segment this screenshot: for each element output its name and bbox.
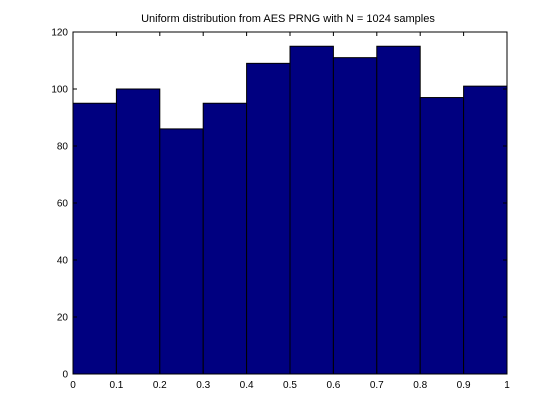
y-tick-label: 60 bbox=[57, 199, 69, 210]
x-tick-label: 1 bbox=[504, 380, 510, 391]
histogram-bar bbox=[159, 128, 204, 375]
x-tick-label: 0.4 bbox=[240, 380, 254, 391]
x-tick-label: 0.3 bbox=[196, 380, 210, 391]
y-tick-label: 80 bbox=[57, 142, 69, 153]
x-tick-label: 0.6 bbox=[326, 380, 340, 391]
histogram-bar bbox=[463, 85, 508, 375]
y-tick-label: 20 bbox=[57, 313, 69, 324]
y-tick-label: 100 bbox=[51, 85, 68, 96]
y-axis-ticks: 0 20 40 60 80 100 120 bbox=[51, 28, 507, 381]
histogram-bar bbox=[115, 88, 161, 375]
chart-title: Uniform distribution from AES PRNG with … bbox=[141, 13, 435, 25]
histogram-bar bbox=[332, 57, 378, 375]
x-tick-label: 0 bbox=[70, 380, 76, 391]
histogram-bar bbox=[289, 45, 334, 375]
x-tick-label: 0.5 bbox=[283, 380, 297, 391]
x-tick-label: 0.2 bbox=[153, 380, 167, 391]
x-tick-label: 0.7 bbox=[370, 380, 384, 391]
histogram-bar bbox=[376, 45, 421, 375]
histogram-bar bbox=[202, 102, 248, 375]
histogram-bar bbox=[72, 102, 117, 375]
x-axis-ticks: 0 0.1 0.2 0.3 0.4 0.5 0.6 0.7 0.8 0.9 1 bbox=[70, 32, 510, 391]
x-tick-label: 0.9 bbox=[457, 380, 471, 391]
y-tick-label: 120 bbox=[51, 28, 68, 39]
histogram-bar bbox=[246, 62, 291, 375]
histogram-bars bbox=[72, 45, 508, 375]
x-tick-label: 0.8 bbox=[413, 380, 427, 391]
histogram-bar bbox=[419, 97, 465, 375]
y-tick-label: 0 bbox=[62, 370, 68, 381]
y-tick-label: 40 bbox=[57, 256, 69, 267]
x-tick-label: 0.1 bbox=[109, 380, 123, 391]
